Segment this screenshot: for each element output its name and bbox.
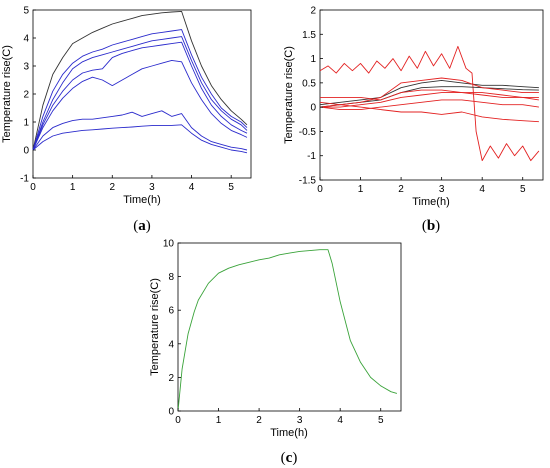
x-tick-label-a-5: 5	[228, 182, 234, 193]
series-line-b-2	[319, 79, 539, 106]
series-group-b	[319, 45, 540, 162]
y-tick-label-b-4: 0.5	[302, 78, 316, 89]
series-line-b-4	[319, 77, 539, 108]
series-group-c	[177, 249, 398, 412]
x-tick-label-b-1: 1	[358, 184, 364, 195]
y-tick-label-b-3: 0	[310, 103, 316, 114]
panel-label-b: (b)	[422, 218, 440, 234]
panel-label-a: (a)	[133, 218, 151, 234]
xlabel-c: Time(h)	[270, 427, 307, 439]
ylabel-b: Temperature rise(C)	[283, 46, 295, 144]
panel-c: 0 1 2 3 4 5 0 2 4 6 8 10 Time(h) Temperature rise(C…	[149, 239, 402, 466]
x-tick-label-a-0: 0	[30, 182, 36, 193]
axis-ticks-b: 0 1 2 3 4 5 -1.5 -1 -0.5 0 0.5 1 1.5 2	[299, 6, 526, 196]
y-tick-label-b-5: 1	[310, 54, 316, 65]
y-tick-label-a-5: 4	[23, 34, 29, 45]
y-tick-label-a-2: 1	[23, 118, 29, 129]
series-line-b-7	[319, 99, 539, 111]
x-tick-label-b-0: 0	[317, 184, 323, 195]
y-tick-label-c-1: 2	[168, 373, 174, 384]
series-line-a-6	[32, 110, 248, 151]
x-tick-label-c-5: 5	[378, 415, 384, 426]
plot-area-b	[319, 9, 544, 181]
x-tick-label-b-3: 3	[439, 184, 445, 195]
x-tick-label-a-4: 4	[189, 182, 195, 193]
xlabel-b: Time(h)	[412, 196, 449, 208]
x-tick-label-b-5: 5	[520, 184, 526, 195]
x-tick-label-c-0: 0	[175, 415, 181, 426]
y-tick-label-a-1: 0	[23, 146, 29, 157]
x-tick-label-c-1: 1	[216, 415, 222, 426]
plot-area-a	[32, 9, 252, 179]
x-tick-label-b-4: 4	[479, 184, 485, 195]
series-line-b-5	[320, 89, 539, 101]
y-tick-label-c-0: 0	[168, 407, 174, 418]
x-tick-label-a-1: 1	[70, 182, 76, 193]
y-tick-label-b-2: -0.5	[299, 127, 317, 138]
series-line-a-4	[32, 41, 248, 151]
y-tick-label-c-3: 6	[168, 306, 174, 317]
y-tick-label-b-1: -1	[307, 151, 316, 162]
y-tick-label-b-7: 2	[310, 6, 316, 17]
x-tick-label-c-3: 3	[297, 415, 303, 426]
y-tick-label-a-0: -1	[20, 174, 29, 185]
series-line-b-6	[320, 92, 539, 108]
panel-label-c: (c)	[281, 450, 298, 466]
y-tick-label-a-3: 2	[23, 90, 29, 101]
series-line-a-1	[32, 10, 248, 151]
x-tick-label-a-2: 2	[109, 182, 115, 193]
panel-b: 0 1 2 3 4 5 -1.5 -1 -0.5 0 0.5 1 1.5 2 Time(h) Temper…	[283, 6, 544, 234]
y-tick-label-c-2: 4	[168, 339, 174, 350]
series-line-a-3	[32, 36, 248, 151]
x-tick-label-c-2: 2	[256, 415, 262, 426]
y-tick-label-b-6: 1.5	[302, 30, 316, 41]
x-tick-label-a-3: 3	[149, 182, 155, 193]
plot-area-c	[177, 242, 402, 412]
y-tick-label-b-0: -1.5	[299, 176, 317, 187]
series-line-b-1	[319, 45, 540, 162]
x-tick-label-c-4: 4	[337, 415, 343, 426]
series-line-c-1	[177, 249, 398, 412]
ylabel-c: Temperature rise(C)	[149, 278, 161, 376]
series-line-a-5	[32, 59, 248, 151]
series-line-b-8	[319, 101, 539, 123]
series-line-a-7	[32, 124, 248, 154]
ylabel-a: Temperature rise(C)	[1, 45, 13, 143]
x-tick-label-b-2: 2	[398, 184, 404, 195]
y-tick-label-c-5: 10	[163, 239, 175, 250]
y-tick-label-a-6: 5	[23, 6, 29, 17]
y-tick-label-a-4: 3	[23, 62, 29, 73]
y-tick-label-c-4: 8	[168, 272, 174, 283]
series-group-a	[32, 10, 248, 154]
axis-ticks-c: 0 1 2 3 4 5 0 2 4 6 8 10	[163, 239, 384, 427]
series-line-a-2	[32, 29, 248, 151]
xlabel-a: Time(h)	[123, 194, 160, 206]
